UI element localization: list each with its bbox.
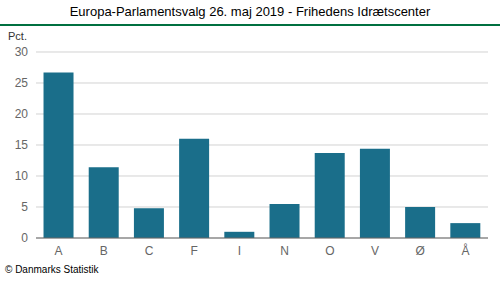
svg-text:N: N — [280, 244, 289, 258]
html-text:Pct.: Pct. — [8, 30, 27, 42]
svg-text:A: A — [55, 244, 63, 258]
svg-text:25: 25 — [15, 76, 29, 90]
svg-text:I: I — [238, 244, 241, 258]
svg-text:V: V — [371, 244, 379, 258]
svg-text:15: 15 — [15, 138, 29, 152]
svg-text:5: 5 — [21, 200, 28, 214]
svg-text:Ø: Ø — [416, 244, 425, 258]
html-text:© Danmarks Statistik: © Danmarks Statistik — [5, 264, 99, 275]
svg-text:O: O — [325, 244, 334, 258]
svg-text:30: 30 — [15, 45, 29, 59]
html-text:Europa-Parlamentsvalg 26. maj: Europa-Parlamentsvalg 26. maj 2019 - Fri… — [69, 4, 431, 19]
svg-text:F: F — [191, 244, 198, 258]
svg-text:Å: Å — [461, 243, 469, 258]
svg-text:B: B — [100, 244, 108, 258]
svg-text:20: 20 — [15, 107, 29, 121]
svg-text:10: 10 — [15, 169, 29, 183]
svg-text:0: 0 — [21, 231, 28, 245]
svg-text:C: C — [145, 244, 154, 258]
